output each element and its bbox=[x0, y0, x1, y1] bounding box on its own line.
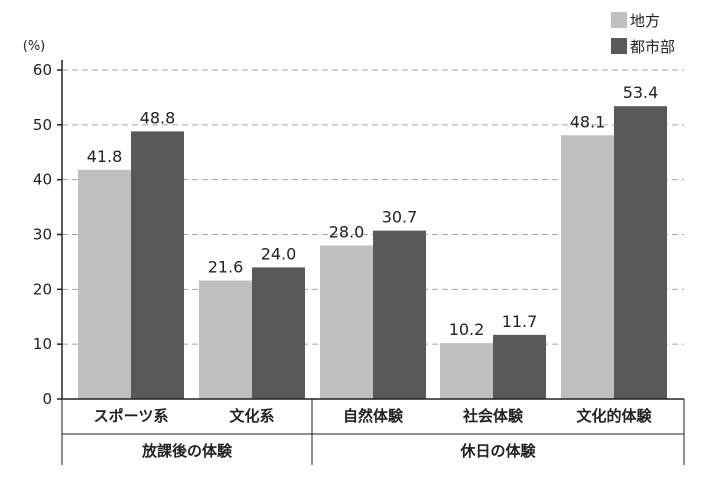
bar-value-label: 48.8 bbox=[140, 108, 176, 127]
bar-value-label: 30.7 bbox=[382, 208, 418, 227]
bar-chihou bbox=[320, 245, 373, 399]
bar-value-label: 53.4 bbox=[623, 83, 659, 102]
y-axis-unit-label: (%) bbox=[23, 39, 46, 54]
y-tick-label: 10 bbox=[33, 335, 52, 353]
bar-value-label: 48.1 bbox=[570, 112, 606, 131]
y-tick-label: 40 bbox=[33, 171, 52, 189]
category-label: 自然体験 bbox=[343, 407, 404, 425]
y-tick-label: 0 bbox=[42, 390, 52, 408]
bar-value-label: 10.2 bbox=[449, 320, 485, 339]
category-label: 文化的体験 bbox=[576, 407, 652, 425]
legend-label: 地方 bbox=[630, 12, 660, 30]
bar-toshibu bbox=[252, 267, 305, 399]
bar-toshibu bbox=[131, 131, 184, 399]
bar-value-label: 11.7 bbox=[502, 312, 538, 331]
bar-chihou bbox=[78, 169, 131, 399]
bar-value-label: 24.0 bbox=[261, 244, 297, 263]
bar-value-label: 28.0 bbox=[329, 222, 365, 241]
category-label: 社会体験 bbox=[462, 407, 524, 425]
bar-chihou bbox=[440, 343, 493, 399]
bar-value-label: 41.8 bbox=[87, 147, 123, 166]
y-tick-label: 20 bbox=[33, 280, 52, 298]
category-label: 文化系 bbox=[229, 407, 274, 425]
bar-toshibu bbox=[493, 334, 546, 399]
bar-toshibu bbox=[373, 230, 426, 399]
bars bbox=[78, 106, 667, 400]
axes bbox=[57, 60, 685, 465]
bar-value-label: 21.6 bbox=[208, 258, 244, 277]
legend-label: 都市部 bbox=[630, 38, 675, 56]
group-label: 休日の体験 bbox=[459, 442, 536, 460]
bar-toshibu bbox=[614, 106, 667, 399]
legend-swatch bbox=[611, 12, 627, 28]
group-label: 放課後の体験 bbox=[141, 442, 233, 460]
category-label: スポーツ系 bbox=[94, 407, 169, 425]
y-tick-label: 50 bbox=[33, 116, 52, 134]
legend-swatch bbox=[611, 38, 627, 54]
y-tick-label: 60 bbox=[33, 61, 52, 79]
bar-chihou bbox=[199, 280, 252, 399]
y-tick-label: 30 bbox=[33, 226, 52, 244]
labels: 0 10 20 30 40 50 60 (%) 41.8 48.8 スポーツ系 21.6 24.0 文化系… bbox=[23, 39, 659, 460]
bar-chihou bbox=[561, 135, 614, 400]
